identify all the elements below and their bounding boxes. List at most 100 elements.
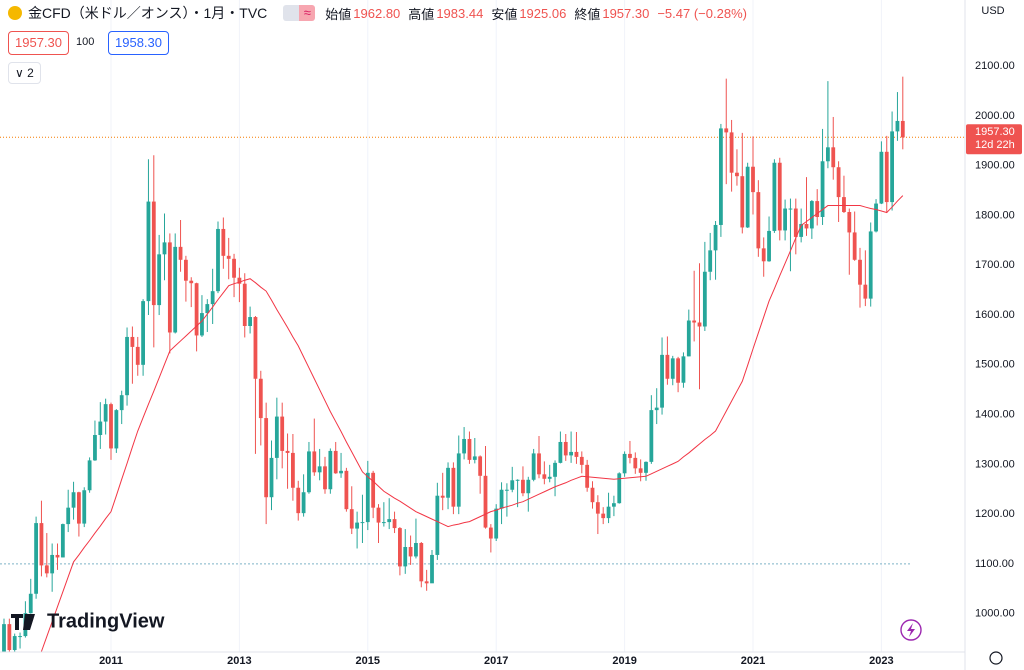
candle-body bbox=[595, 502, 600, 514]
compare-button[interactable] bbox=[283, 5, 300, 21]
candle-body bbox=[756, 192, 761, 249]
candle-body bbox=[221, 228, 226, 256]
candle-body bbox=[184, 259, 188, 281]
candle-body bbox=[826, 147, 830, 162]
candle-body bbox=[601, 513, 606, 519]
candle-body bbox=[258, 378, 263, 419]
candle-body bbox=[205, 304, 210, 314]
brand: TradingView bbox=[47, 610, 165, 632]
candle-body bbox=[820, 161, 825, 218]
candle-body bbox=[7, 624, 12, 651]
candle-body bbox=[296, 487, 301, 514]
candle-body bbox=[831, 147, 836, 168]
candle-body bbox=[740, 176, 745, 228]
candle-body bbox=[50, 554, 55, 574]
logo: TradingView bbox=[11, 610, 165, 632]
candle-body bbox=[226, 255, 231, 259]
candle-body bbox=[884, 151, 889, 203]
candle-body bbox=[702, 271, 707, 327]
indicators-toggle[interactable]: ∨ 2 bbox=[8, 62, 41, 84]
y-tick-label: 1000.00 bbox=[975, 608, 1015, 620]
candle-body bbox=[628, 453, 632, 458]
candle-body bbox=[569, 451, 573, 456]
sell-button[interactable]: 1957.30 bbox=[8, 31, 69, 55]
candle-body bbox=[761, 248, 766, 262]
candle-body bbox=[130, 336, 135, 347]
candle-body bbox=[735, 172, 739, 177]
y-tick-label: 1500.00 bbox=[975, 359, 1015, 371]
spread: 100 bbox=[74, 31, 97, 53]
candle-body bbox=[681, 356, 686, 383]
candle-body bbox=[167, 242, 172, 333]
candle-body bbox=[317, 466, 322, 473]
candle-body bbox=[430, 554, 434, 584]
candle-body bbox=[39, 523, 44, 566]
lightning-icon bbox=[907, 623, 915, 637]
candle-body bbox=[510, 480, 515, 490]
price-label: 1957.30 bbox=[975, 126, 1015, 138]
open-value: 1962.80 bbox=[353, 5, 401, 21]
symbol-title[interactable]: 金CFD（米ドル／オンス）・1月・TVC bbox=[28, 5, 268, 21]
settings-icon[interactable] bbox=[989, 651, 1003, 665]
x-tick-label: 2023 bbox=[869, 655, 893, 667]
candle-body bbox=[483, 475, 488, 528]
candle-body bbox=[574, 451, 579, 457]
candle-body bbox=[451, 467, 456, 507]
open-label: 始値 bbox=[325, 6, 352, 22]
candle-body bbox=[638, 468, 643, 473]
candle-body bbox=[98, 421, 103, 435]
candle-body bbox=[900, 120, 905, 138]
grid bbox=[110, 0, 882, 652]
candle-body bbox=[291, 452, 295, 488]
candle-body bbox=[617, 473, 622, 504]
candle-body bbox=[788, 208, 793, 210]
candle-body bbox=[579, 456, 584, 465]
candle-body bbox=[836, 167, 841, 198]
x-tick-label: 2011 bbox=[99, 655, 123, 667]
buy-button[interactable]: 1958.30 bbox=[108, 31, 169, 55]
candle-body bbox=[467, 438, 472, 460]
candle-body bbox=[590, 487, 595, 503]
candle-body bbox=[55, 554, 60, 558]
candle-body bbox=[398, 528, 402, 567]
candle-body bbox=[87, 460, 92, 491]
change-value: −5.47 (−0.28%) bbox=[657, 5, 747, 21]
candle-body bbox=[151, 201, 156, 306]
toggle-button[interactable]: ≈ bbox=[299, 5, 316, 21]
candle-body bbox=[729, 132, 734, 173]
y-tick-label: 1600.00 bbox=[975, 309, 1015, 321]
candle-body bbox=[697, 322, 702, 327]
countdown: 12d 22h bbox=[975, 139, 1015, 151]
low-label: 安値 bbox=[491, 6, 518, 22]
candle-body bbox=[852, 232, 857, 260]
indicator-count: 2 bbox=[27, 66, 34, 80]
candle-body bbox=[135, 346, 140, 365]
y-tick-label: 1900.00 bbox=[975, 160, 1015, 172]
candle-body bbox=[644, 461, 648, 473]
candle-body bbox=[547, 476, 552, 479]
candle-body bbox=[301, 492, 306, 514]
candle-body bbox=[371, 472, 376, 508]
candle-body bbox=[339, 470, 343, 474]
candle-body bbox=[109, 404, 113, 449]
candle-body bbox=[18, 636, 22, 638]
candle-body bbox=[472, 456, 477, 460]
candle-body bbox=[403, 546, 408, 567]
currency[interactable]: USD bbox=[981, 5, 1004, 17]
candle-body bbox=[724, 128, 729, 133]
candle-body bbox=[146, 201, 151, 302]
candle-body bbox=[328, 450, 333, 490]
x-tick-label: 2021 bbox=[741, 655, 765, 667]
candle-body bbox=[842, 197, 846, 213]
y-tick-label: 1700.00 bbox=[975, 259, 1015, 271]
candle-body bbox=[216, 228, 220, 292]
close-value: 1957.30 bbox=[602, 5, 650, 21]
candle-body bbox=[558, 441, 563, 463]
candle-body bbox=[119, 395, 124, 411]
candle-body bbox=[408, 546, 413, 557]
candle-body bbox=[777, 162, 782, 231]
candle-body bbox=[751, 166, 755, 193]
x-tick-label: 2013 bbox=[227, 655, 251, 667]
candle-body bbox=[34, 523, 38, 594]
candle-body bbox=[355, 522, 359, 529]
